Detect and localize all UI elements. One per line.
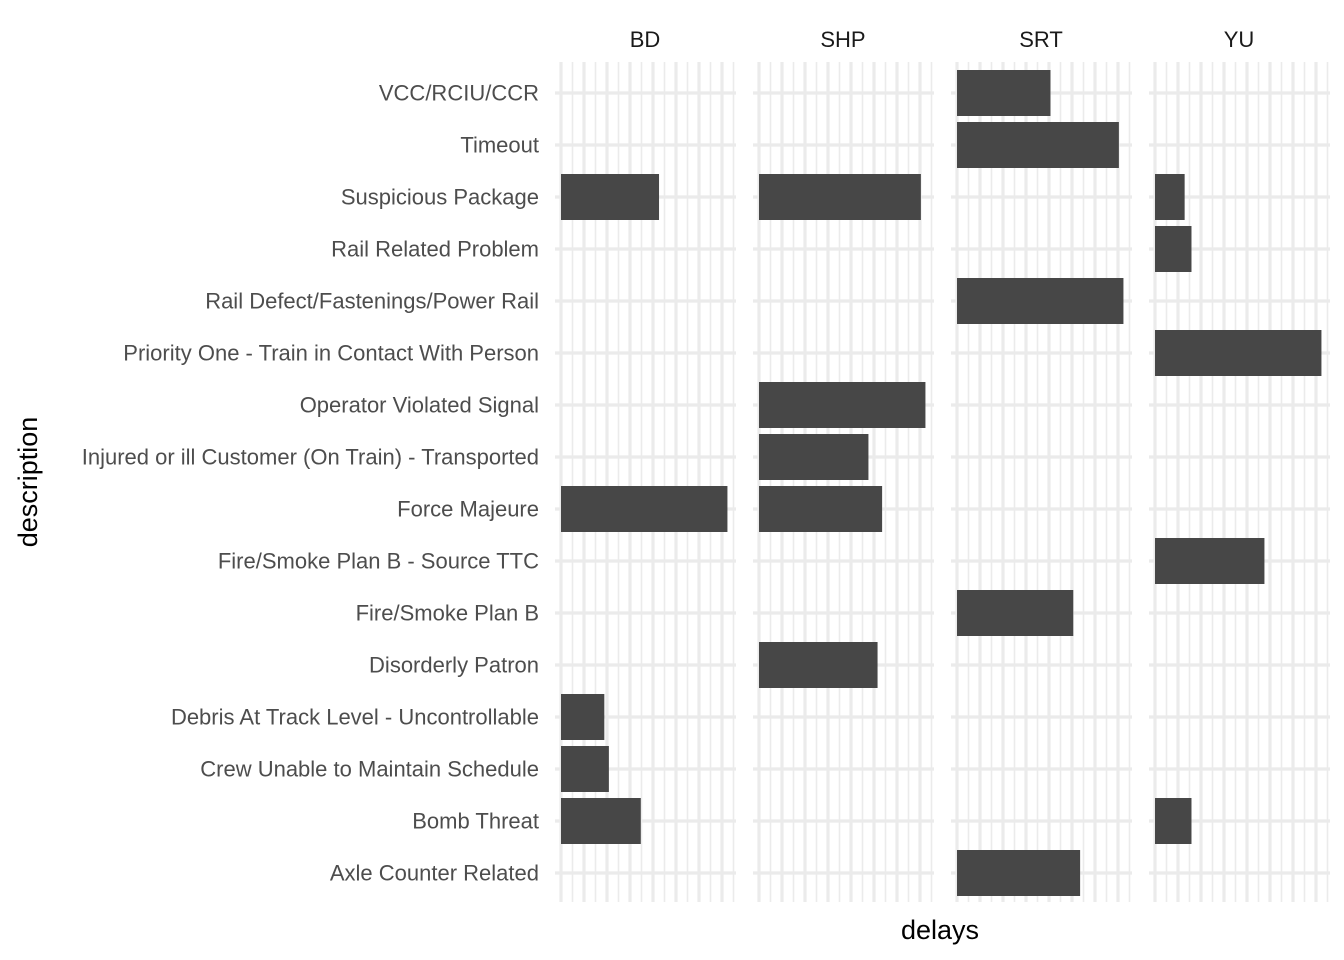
y-tick-label: Rail Related Problem [331,237,539,262]
y-tick-label: Fire/Smoke Plan B [356,601,539,626]
label-layer: BD SHP SRT YU VCC/RCIU/CCR Timeout Suspicious … [82,27,1255,886]
bar-bd [561,174,660,220]
y-tick-label: Timeout [460,133,539,158]
bar-yu [1155,330,1322,376]
bar-yu [1155,226,1192,272]
bar-shp [759,486,883,532]
panel-label-srt: SRT [1019,27,1063,52]
bar-shp [759,642,878,688]
bar-shp [759,174,921,220]
bar-yu [1155,798,1192,844]
panel-label-shp: SHP [820,27,865,52]
bar-srt [957,278,1124,324]
y-tick-label: Force Majeure [397,497,539,522]
bar-srt [957,850,1081,896]
y-tick-label: Crew Unable to Maintain Schedule [200,757,539,782]
bar-shp [759,434,869,480]
y-axis-title: description [13,417,43,548]
bar-yu [1155,174,1185,220]
x-axis-title: delays [901,915,979,945]
bar-srt [957,590,1074,636]
y-tick-label: Debris At Track Level - Uncontrollable [171,705,539,730]
bar-bd [561,486,728,532]
grid-layer [555,62,1330,902]
panel-label-bd: BD [630,27,661,52]
y-tick-label: Axle Counter Related [330,861,539,886]
bar-yu [1155,538,1265,584]
bar-bd [561,746,609,792]
y-tick-label: Suspicious Package [341,185,539,210]
y-tick-label: Priority One - Train in Contact With Per… [123,341,539,366]
bar-srt [957,122,1119,168]
y-tick-label: Injured or ill Customer (On Train) - Tra… [82,445,539,470]
y-tick-label: Bomb Threat [412,809,539,834]
bar-shp [759,382,926,428]
bar-layer [561,70,1322,896]
panel-label-yu: YU [1224,27,1255,52]
bar-bd [561,694,605,740]
y-tick-label: Operator Violated Signal [300,393,539,418]
bar-srt [957,70,1051,116]
y-tick-label: Disorderly Patron [369,653,539,678]
y-tick-label: Fire/Smoke Plan B - Source TTC [218,549,539,574]
bar-bd [561,798,641,844]
y-tick-label: Rail Defect/Fastenings/Power Rail [205,289,539,314]
y-tick-label: VCC/RCIU/CCR [379,81,539,106]
